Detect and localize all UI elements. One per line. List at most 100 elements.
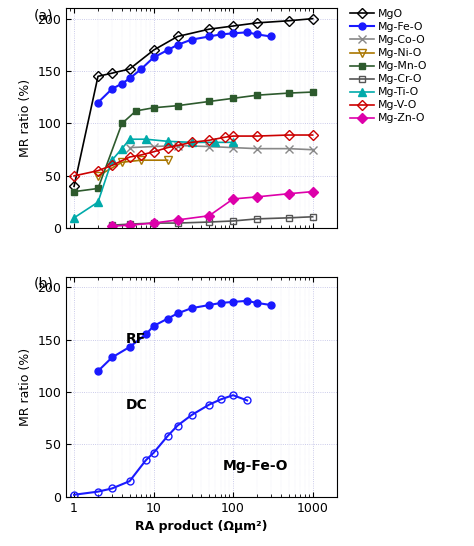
Mg-Co-O bbox=[151, 143, 156, 150]
Mg-V-O bbox=[95, 168, 101, 174]
Mg-Mn-O bbox=[133, 108, 139, 114]
Mg-Fe-O bbox=[206, 33, 212, 40]
Mg-Mn-O bbox=[175, 103, 181, 109]
Mg-Co-O bbox=[286, 145, 292, 152]
DC bbox=[143, 457, 149, 464]
Mg-Co-O bbox=[127, 144, 133, 151]
Line: Mg-Co-O: Mg-Co-O bbox=[126, 141, 317, 154]
RF bbox=[206, 302, 212, 308]
RF bbox=[230, 299, 236, 305]
Line: Mg-Fe-O: Mg-Fe-O bbox=[94, 29, 274, 106]
Mg-Ni-O bbox=[165, 157, 171, 163]
RF bbox=[95, 368, 101, 375]
Line: MgO: MgO bbox=[71, 15, 316, 190]
Mg-V-O bbox=[138, 152, 144, 158]
Mg-Zn-O bbox=[286, 191, 292, 197]
Mg-Co-O bbox=[230, 144, 236, 151]
Mg-Cr-O bbox=[230, 218, 236, 224]
DC bbox=[189, 412, 194, 418]
MgO bbox=[310, 15, 316, 22]
Mg-Fe-O bbox=[165, 47, 171, 54]
RF bbox=[254, 300, 260, 306]
RF bbox=[165, 316, 171, 322]
Mg-Ti-O bbox=[71, 215, 77, 221]
Mg-Fe-O bbox=[175, 41, 181, 48]
DC bbox=[206, 401, 212, 408]
Mg-Co-O bbox=[310, 146, 316, 153]
Mg-Ni-O bbox=[119, 159, 125, 165]
Text: DC: DC bbox=[126, 398, 147, 412]
Mg-Cr-O bbox=[310, 213, 316, 220]
Mg-V-O bbox=[109, 162, 115, 169]
MgO bbox=[206, 26, 212, 32]
Mg-Ti-O bbox=[109, 157, 115, 163]
Mg-Ti-O bbox=[119, 145, 125, 152]
Mg-Fe-O bbox=[151, 54, 156, 61]
Mg-Mn-O bbox=[119, 120, 125, 127]
Mg-Fe-O bbox=[138, 66, 144, 72]
Line: Mg-Cr-O: Mg-Cr-O bbox=[109, 213, 316, 229]
Mg-Mn-O bbox=[254, 92, 260, 98]
RF bbox=[189, 305, 194, 311]
Line: Mg-Ni-O: Mg-Ni-O bbox=[94, 156, 172, 180]
Mg-V-O bbox=[310, 132, 316, 138]
RF bbox=[127, 343, 133, 350]
Mg-Zn-O bbox=[175, 217, 181, 223]
Mg-Fe-O bbox=[254, 31, 260, 38]
Mg-Cr-O bbox=[109, 222, 115, 228]
Mg-Ti-O bbox=[213, 139, 219, 146]
Mg-Cr-O bbox=[286, 215, 292, 221]
Y-axis label: MR ratio (%): MR ratio (%) bbox=[19, 79, 32, 157]
Line: Mg-Mn-O: Mg-Mn-O bbox=[71, 88, 316, 195]
Mg-Ti-O bbox=[230, 139, 236, 146]
Mg-Mn-O bbox=[151, 104, 156, 111]
Mg-Ti-O bbox=[189, 139, 194, 146]
RF bbox=[151, 323, 156, 329]
RF bbox=[143, 331, 149, 337]
Mg-Zn-O bbox=[109, 223, 115, 229]
MgO bbox=[109, 70, 115, 76]
Legend: MgO, Mg-Fe-O, Mg-Co-O, Mg-Ni-O, Mg-Mn-O, Mg-Cr-O, Mg-Ti-O, Mg-V-O, Mg-Zn-O: MgO, Mg-Fe-O, Mg-Co-O, Mg-Ni-O, Mg-Mn-O,… bbox=[350, 9, 428, 123]
Mg-Cr-O bbox=[206, 219, 212, 225]
Text: Mg-Fe-O: Mg-Fe-O bbox=[223, 459, 289, 473]
Y-axis label: MR ratio (%): MR ratio (%) bbox=[19, 348, 32, 426]
Mg-Zn-O bbox=[151, 220, 156, 227]
DC bbox=[218, 396, 224, 402]
MgO bbox=[95, 73, 101, 80]
DC bbox=[109, 485, 115, 492]
Mg-Ti-O bbox=[143, 136, 149, 143]
RF bbox=[268, 302, 274, 308]
Mg-V-O bbox=[189, 139, 194, 146]
DC bbox=[127, 478, 133, 484]
RF bbox=[218, 300, 224, 306]
RF bbox=[175, 310, 181, 317]
DC bbox=[71, 491, 77, 498]
Mg-Cr-O bbox=[254, 216, 260, 222]
Mg-V-O bbox=[165, 144, 171, 151]
Mg-Zn-O bbox=[310, 188, 316, 195]
MgO bbox=[127, 66, 133, 72]
Mg-V-O bbox=[175, 142, 181, 149]
Mg-Fe-O bbox=[230, 30, 236, 37]
Text: (a): (a) bbox=[34, 8, 54, 22]
Line: Mg-Zn-O: Mg-Zn-O bbox=[109, 188, 316, 230]
Mg-V-O bbox=[230, 133, 236, 139]
MgO bbox=[151, 47, 156, 54]
Mg-Mn-O bbox=[206, 98, 212, 105]
Mg-Zn-O bbox=[254, 194, 260, 200]
Mg-Fe-O bbox=[109, 86, 115, 92]
Mg-Fe-O bbox=[268, 33, 274, 40]
MgO bbox=[286, 17, 292, 24]
Mg-Zn-O bbox=[206, 212, 212, 219]
Mg-V-O bbox=[127, 154, 133, 161]
MgO bbox=[175, 33, 181, 40]
DC bbox=[230, 392, 236, 399]
Mg-Cr-O bbox=[127, 221, 133, 227]
Mg-Zn-O bbox=[127, 222, 133, 228]
Mg-Mn-O bbox=[95, 185, 101, 192]
Mg-Ti-O bbox=[95, 199, 101, 205]
DC bbox=[244, 397, 250, 403]
Mg-Ti-O bbox=[127, 136, 133, 143]
Mg-Ni-O bbox=[95, 173, 101, 179]
Mg-Ni-O bbox=[138, 157, 144, 163]
